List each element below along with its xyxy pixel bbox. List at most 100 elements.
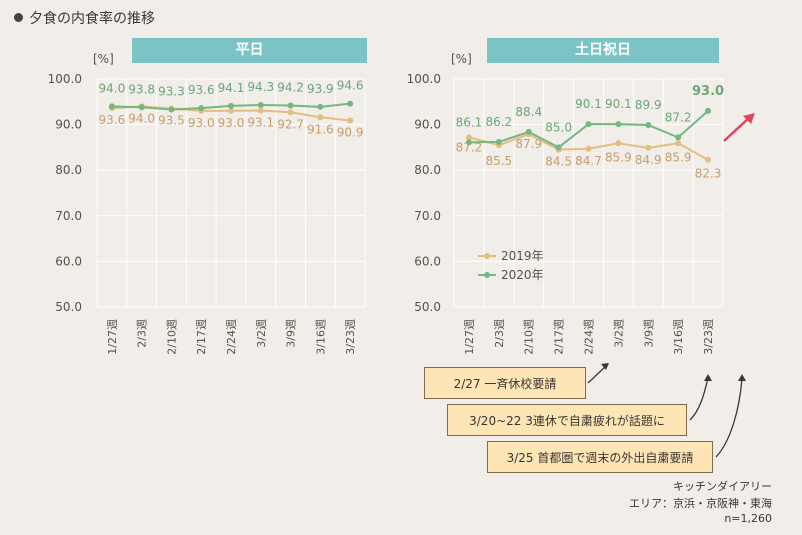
y-tick-label: 100.0 — [48, 72, 82, 86]
data-point — [317, 103, 324, 110]
page-title: 夕食の内食率の推移 — [14, 8, 155, 28]
x-tick-label: 2/17週 — [553, 319, 566, 355]
annotation-school-closure: 2/27 一斉休校要請 — [424, 367, 586, 399]
data-label: 84.9 — [635, 153, 662, 167]
data-label: 92.7 — [277, 117, 304, 131]
data-label: 93.0 — [218, 116, 245, 130]
x-tick-label: 3/2週 — [255, 319, 268, 348]
y-tick-label: 50.0 — [414, 300, 441, 314]
x-tick-label: 3/16週 — [672, 319, 685, 355]
data-point — [645, 122, 652, 129]
x-tick-label: 2/3週 — [493, 319, 506, 348]
data-label: 93.9 — [307, 82, 334, 96]
data-point — [465, 134, 472, 141]
data-label: 86.2 — [485, 115, 512, 129]
data-label: 94.3 — [247, 80, 274, 94]
data-point — [347, 100, 354, 107]
source-n: n=1,260 — [724, 512, 772, 525]
connector-weekend-stay-home — [715, 377, 743, 458]
data-point — [495, 138, 502, 145]
connector-three-day-weekend — [689, 377, 709, 421]
x-tick-label: 1/27週 — [463, 319, 476, 355]
data-label: 93.0 — [692, 84, 724, 99]
data-label: 94.0 — [99, 81, 126, 95]
data-label: 85.9 — [665, 150, 692, 164]
data-label: 87.2 — [665, 110, 692, 124]
data-label: 94.2 — [277, 80, 304, 94]
data-label: 87.9 — [515, 137, 542, 151]
data-label: 87.2 — [456, 140, 483, 154]
data-point — [585, 121, 592, 128]
data-label: 90.1 — [605, 97, 632, 111]
page-title-text: 夕食の内食率の推移 — [29, 11, 155, 27]
data-label: 85.5 — [485, 154, 512, 168]
x-tick-label: 2/24週 — [583, 319, 596, 355]
data-point — [168, 106, 175, 113]
data-point — [198, 105, 205, 112]
data-label: 93.0 — [188, 116, 215, 130]
data-label: 93.6 — [188, 83, 215, 97]
data-point — [287, 109, 294, 116]
y-tick-label: 90.0 — [55, 118, 82, 132]
data-label: 94.1 — [218, 81, 245, 95]
y-tick-label: 60.0 — [55, 254, 82, 268]
data-point — [228, 107, 234, 114]
y-axis-label: [%] — [93, 52, 114, 66]
y-axis-label: [%] — [451, 52, 472, 66]
x-tick-label: 2/3週 — [136, 319, 149, 348]
data-point — [108, 103, 115, 110]
legend-marker — [484, 253, 490, 259]
y-tick-label: 100.0 — [407, 72, 441, 86]
legend-marker — [484, 272, 490, 278]
data-label: 93.1 — [247, 115, 274, 129]
x-tick-label: 3/23週 — [702, 319, 715, 355]
connector-three-day-weekend-head — [704, 374, 712, 381]
data-point — [615, 121, 622, 128]
data-label: 94.6 — [337, 79, 364, 93]
data-label: 93.6 — [99, 113, 126, 127]
data-point — [555, 144, 562, 151]
data-label: 85.9 — [605, 150, 632, 164]
rising-arrow-head-icon — [743, 113, 755, 124]
connector-school-closure — [587, 365, 607, 384]
x-tick-label: 3/9週 — [285, 319, 298, 348]
data-label: 93.3 — [158, 85, 185, 99]
data-label: 93.5 — [158, 114, 185, 128]
legend-label: 2020年 — [501, 268, 544, 282]
y-tick-label: 80.0 — [414, 163, 441, 177]
connector-school-closure-head — [601, 363, 609, 370]
y-tick-label: 70.0 — [55, 209, 82, 223]
data-label: 89.9 — [635, 98, 662, 112]
data-point — [705, 156, 712, 163]
data-point — [347, 117, 354, 124]
chart-panel-1: 100.0 90.0 80.0 70.0 60.0 50.0 [%] 1/27週 2/3週 2/1… — [407, 52, 724, 355]
data-point — [645, 144, 652, 151]
y-tick-label: 50.0 — [55, 300, 82, 314]
data-point — [228, 102, 234, 109]
data-label: 85.0 — [545, 120, 572, 134]
data-label: 90.1 — [575, 97, 602, 111]
data-point — [138, 104, 145, 111]
panel-header-weekday: 平日 — [132, 38, 367, 63]
data-point — [287, 102, 294, 109]
data-point — [465, 139, 472, 146]
x-tick-label: 3/2週 — [612, 319, 625, 348]
chart-panel-0: 100.0 90.0 80.0 70.0 60.0 50.0 [%] 1/27週 2/3週 2/1… — [48, 52, 366, 355]
y-tick-label: 60.0 — [414, 254, 441, 268]
source-area: エリア：京浜・京阪神・東海 — [629, 497, 772, 510]
data-point — [525, 128, 532, 135]
data-point — [615, 140, 622, 147]
annotation-three-day-weekend: 3/20~22 3連休で自粛疲れが話題に — [447, 404, 687, 436]
x-tick-label: 3/23週 — [344, 319, 357, 355]
data-label: 86.1 — [456, 115, 483, 129]
x-tick-label: 1/27週 — [106, 319, 119, 355]
data-point — [705, 107, 712, 114]
data-label: 84.7 — [575, 154, 602, 168]
x-tick-label: 3/9週 — [642, 319, 655, 348]
data-label: 91.6 — [307, 122, 334, 136]
panel-header-weekend: 土日祝日 — [487, 38, 719, 63]
data-label: 88.4 — [515, 105, 542, 119]
data-point — [257, 101, 264, 108]
x-tick-label: 2/10週 — [165, 319, 178, 355]
